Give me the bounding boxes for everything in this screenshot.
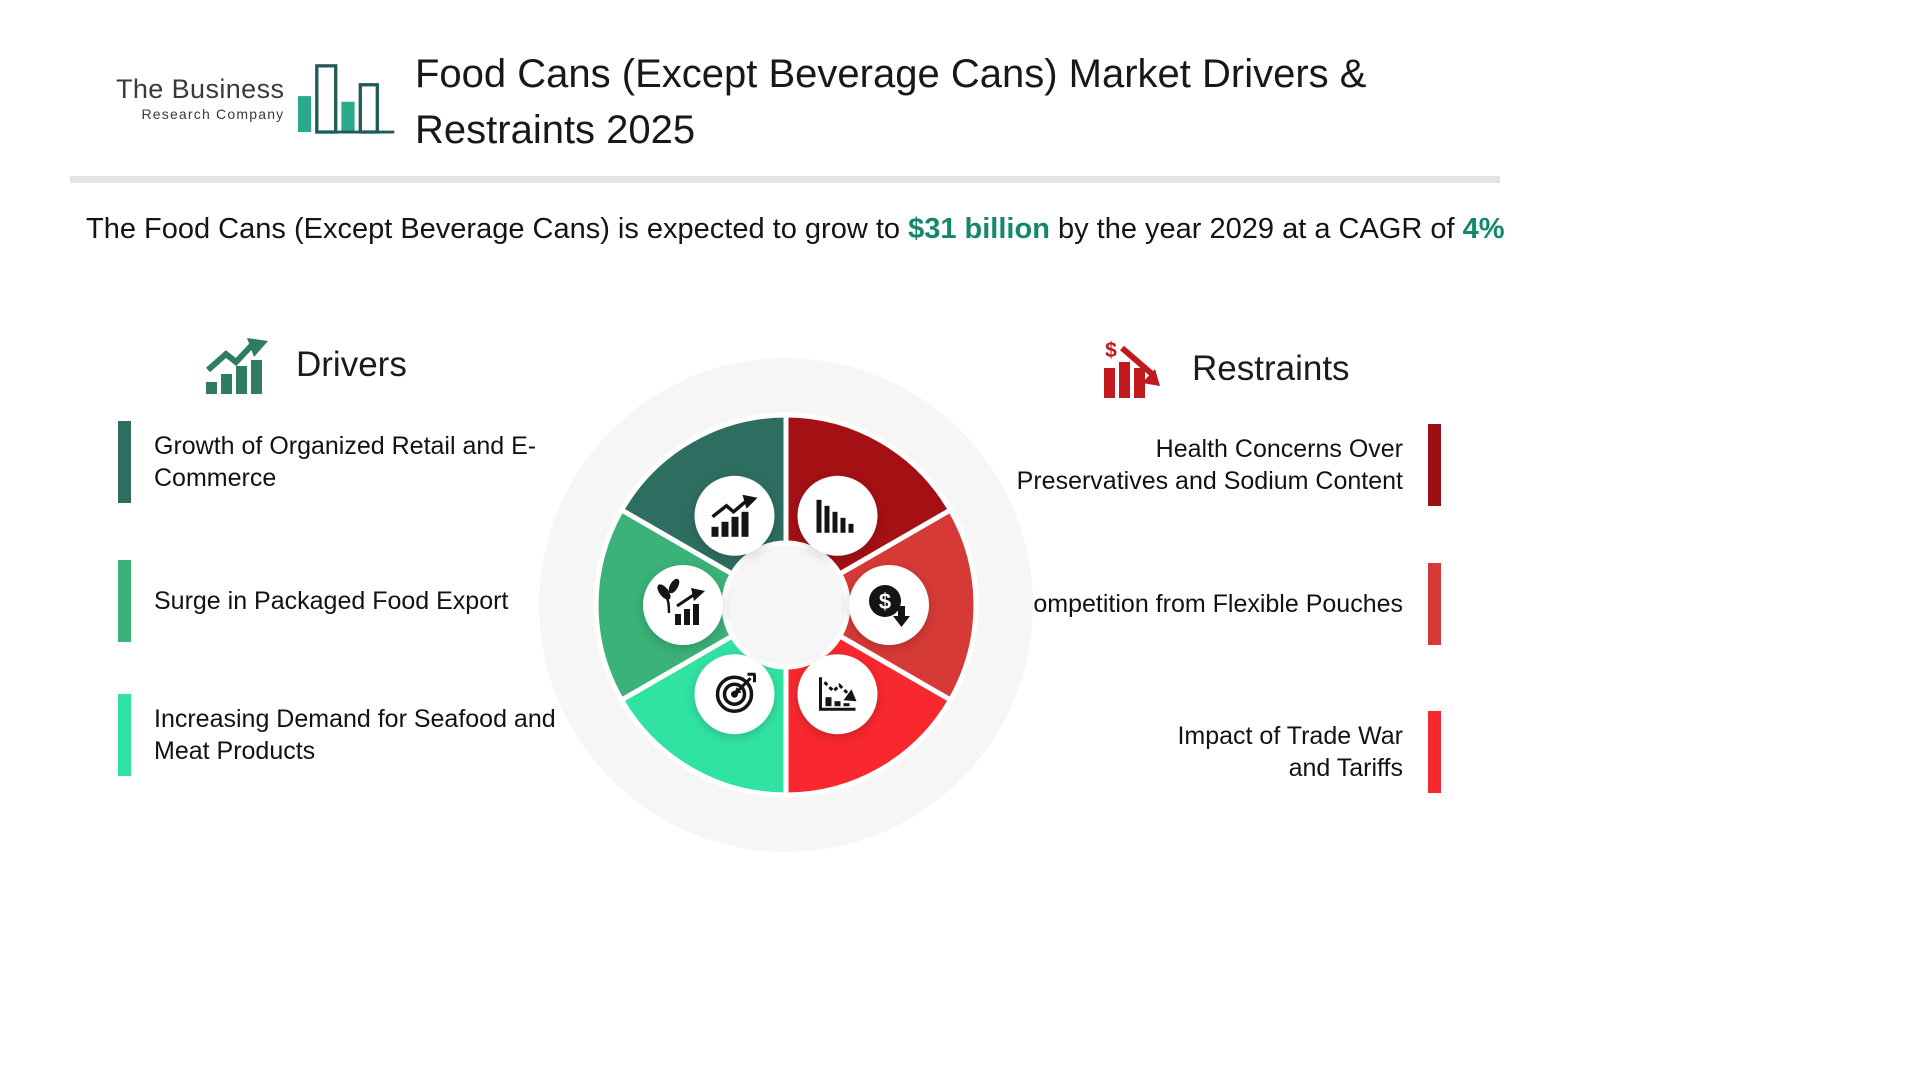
plant-growth-chart-icon (643, 565, 723, 645)
driver-color-bar (118, 421, 131, 503)
page-title: Food Cans (Except Beverage Cans) Market … (415, 52, 1367, 152)
company-logo-text: The Business Research Company (116, 74, 284, 138)
logo-line1: The Business (116, 74, 285, 104)
restraints-heading-label: Restraints (1192, 349, 1350, 388)
drivers-heading: Drivers (204, 336, 407, 394)
restraints-decline-chart-icon: $ (1104, 340, 1160, 398)
restraint-item: Impact of Trade War and Tariffs (981, 711, 1441, 793)
driver-item-label: Increasing Demand for Seafood and Meat P… (154, 704, 556, 766)
cagr-highlight: 4% (1462, 213, 1505, 245)
restraint-item-label: Impact of Trade War and Tariffs (1177, 721, 1403, 783)
driver-item: Increasing Demand for Seafood and Meat P… (118, 694, 618, 776)
intro-text-1: The Food Cans (Except Beverage Cans) is … (86, 213, 909, 245)
target-dart-icon (694, 654, 775, 735)
company-logo: The Business Research Company (116, 58, 400, 138)
logo-bar-chart-icon (298, 64, 395, 134)
intro-paragraph: The Food Cans (Except Beverage Cans) is … (86, 206, 1510, 253)
declining-bars-icon (797, 475, 878, 556)
restraint-color-bar (1428, 424, 1441, 506)
drivers-growth-chart-icon (206, 338, 268, 394)
driver-color-bar (118, 694, 131, 776)
restraint-item-label: Health Concerns Over Preservatives and S… (1016, 434, 1403, 496)
declining-line-chart-icon (797, 654, 878, 735)
driver-item-label: Surge in Packaged Food Export (154, 586, 509, 615)
dollar-decrease-icon: $ (849, 565, 929, 645)
wheel-svg: $ (539, 358, 1033, 852)
restraint-item: Competition from Flexible Pouches (981, 563, 1441, 645)
restraint-color-bar (1428, 711, 1441, 793)
driver-item-label: Growth of Organized Retail and E-Commerc… (154, 431, 537, 493)
driver-item: Growth of Organized Retail and E-Commerc… (118, 421, 598, 503)
svg-text:$: $ (1105, 340, 1117, 362)
logo-line2: Research Company (141, 106, 285, 122)
growth-arrow-chart-icon (694, 475, 775, 556)
drivers-restraints-wheel: $ (526, 345, 1046, 865)
header-divider (70, 176, 1500, 183)
intro-text-2: by the year 2029 at a CAGR of (1049, 213, 1463, 245)
restraints-heading: $ Restraints (1102, 340, 1350, 398)
market-value-highlight: $31 billion (908, 213, 1050, 245)
driver-item: Surge in Packaged Food Export (118, 560, 598, 642)
restraint-color-bar (1428, 563, 1441, 645)
restraint-item-label: Competition from Flexible Pouches (1015, 589, 1403, 618)
svg-text:$: $ (879, 589, 891, 614)
restraint-item: Health Concerns Over Preservatives and S… (981, 424, 1441, 506)
driver-color-bar (118, 560, 131, 642)
drivers-heading-label: Drivers (296, 345, 407, 384)
